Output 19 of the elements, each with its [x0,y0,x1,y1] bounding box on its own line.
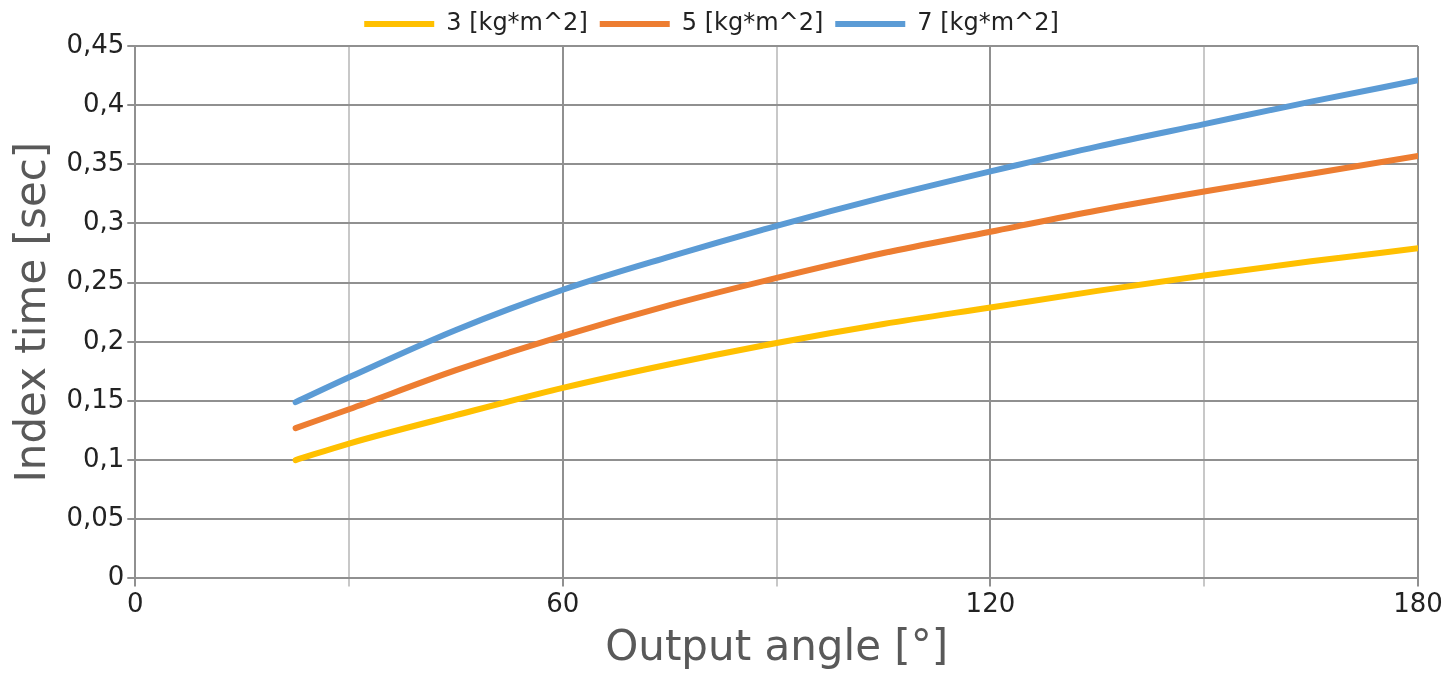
x-tick-label: 180 [1393,587,1443,618]
x-tick-label: 0 [127,587,144,618]
y-tick-label: 0,1 [82,442,125,473]
y-tick-label: 0 [107,561,125,592]
legend-label: 5 [kg*m^2] [681,8,824,37]
y-tick-label: 0,4 [82,87,125,118]
y-tick-label: 0,3 [82,206,125,237]
x-axis-title: Output angle [°] [605,620,949,670]
y-tick-label: 0,25 [66,265,125,296]
y-tick-label: 0,05 [66,501,125,532]
legend-label: 3 [kg*m^2] [446,8,588,37]
y-axis-title: Index time [sec] [6,141,56,483]
y-tick-label: 0,2 [82,324,125,355]
x-tick-label: 120 [965,587,1016,618]
y-tick-label: 0,35 [66,147,125,178]
x-tick-label: 60 [546,587,580,618]
y-tick-label: 0,15 [66,383,125,414]
legend-label: 7 [kg*m^2] [917,8,1059,37]
y-tick-label: 0,45 [66,28,125,59]
